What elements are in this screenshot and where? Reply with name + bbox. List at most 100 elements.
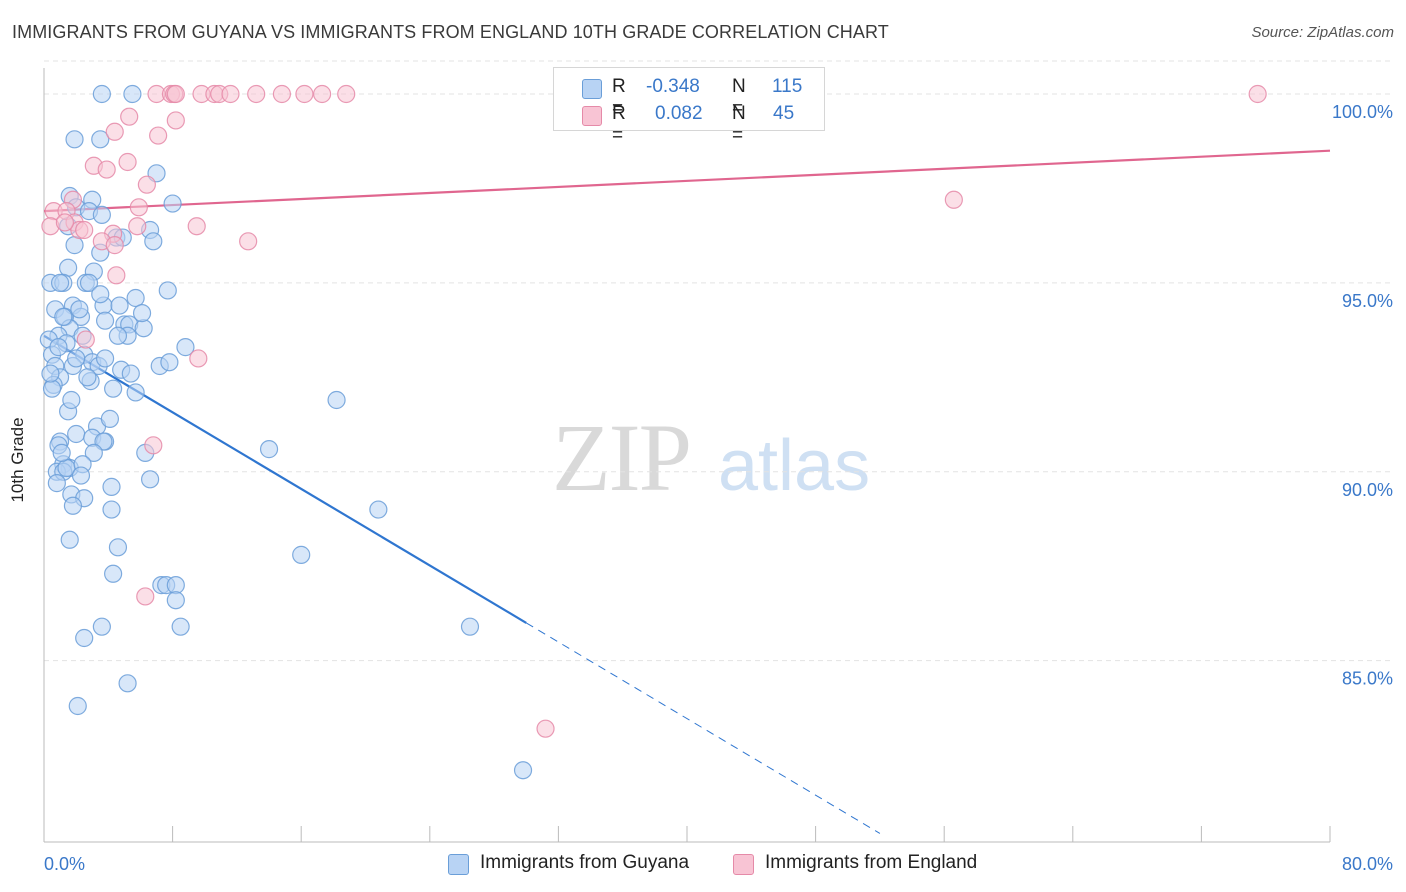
guyana-point: [91, 285, 110, 304]
guyana-point: [108, 326, 128, 345]
guyana-point: [71, 466, 91, 485]
guyana-point: [62, 390, 81, 410]
england-point: [107, 266, 126, 285]
england-point: [166, 111, 185, 130]
tick-labels: 85.0% 90.0% 95.0% 100.0% 0.0% 80.0%: [44, 102, 1393, 874]
england-point: [295, 84, 314, 104]
x-tick-label: 80.0%: [1342, 854, 1393, 874]
guyana-point: [369, 500, 388, 519]
guyana-point: [67, 424, 86, 444]
guyana-point: [78, 368, 97, 387]
guyana-legend-swatch: [448, 854, 469, 875]
guyana-point: [166, 591, 185, 610]
guyana-point: [54, 307, 73, 326]
guyana-point: [91, 130, 110, 149]
guyana-point: [70, 300, 89, 319]
england-legend-swatch: [733, 854, 754, 875]
watermark-atlas: atlas: [718, 426, 870, 506]
guyana-point: [126, 288, 145, 308]
guyana-point: [102, 500, 121, 519]
guyana-point: [110, 296, 129, 315]
england-point: [149, 126, 168, 145]
guyana-point: [92, 617, 111, 636]
guyana-point: [102, 477, 121, 496]
england-point: [221, 84, 240, 104]
data-points: [39, 84, 1267, 780]
guyana-point: [160, 353, 179, 372]
guyana-point: [52, 443, 71, 462]
guyana-point: [84, 443, 103, 462]
r-value: -0.348: [646, 76, 700, 97]
guyana-point: [163, 194, 182, 213]
trend-lines: [43, 149, 1331, 834]
guyana-point: [118, 674, 137, 693]
england-point: [105, 122, 124, 141]
guyana-point: [65, 130, 84, 149]
england-point: [128, 217, 147, 236]
england-point: [75, 220, 94, 240]
guyana-point: [47, 474, 66, 493]
england-point: [189, 349, 208, 368]
guyana-point: [176, 338, 195, 357]
legend-label: Immigrants from England: [765, 852, 978, 873]
england-point: [239, 232, 258, 251]
guyana-point: [65, 236, 84, 255]
watermark: ZIP atlas: [552, 404, 870, 511]
guyana-point: [67, 349, 86, 368]
england-point: [129, 198, 148, 217]
axes: [43, 68, 1331, 843]
r-label: R =: [612, 103, 626, 146]
n-value: 45: [773, 103, 795, 124]
guyana-point: [123, 84, 142, 104]
guyana-point: [104, 379, 123, 398]
r-label: R =: [612, 76, 626, 119]
guyana-swatch: [582, 79, 602, 99]
guyana-point: [42, 379, 62, 398]
england-point: [137, 175, 156, 194]
england-point: [118, 152, 137, 172]
x-tick-label: 0.0%: [44, 854, 85, 874]
england-point: [120, 107, 139, 126]
source-label: Source: ZipAtlas.com: [1251, 24, 1394, 41]
guyana-point: [79, 273, 99, 292]
y-tick-label: 90.0%: [1342, 480, 1393, 500]
england-point: [272, 84, 292, 104]
england-point: [1248, 84, 1267, 104]
n-value: 115: [772, 76, 803, 97]
legend-label: Immigrants from Guyana: [480, 852, 690, 873]
england-point: [97, 160, 116, 179]
y-tick-label: 85.0%: [1342, 669, 1393, 689]
guyana-point: [41, 364, 60, 383]
n-label: N =: [732, 76, 746, 119]
guyana-point: [134, 319, 153, 338]
y-tick-label: 95.0%: [1342, 291, 1393, 311]
guyana-point: [132, 304, 152, 323]
n-label: N =: [732, 103, 746, 146]
guyana-point: [460, 617, 480, 636]
watermark-zip: ZIP: [552, 404, 690, 511]
england-point: [247, 84, 266, 104]
guyana-point: [327, 390, 346, 410]
stats-legend-box: R = -0.348 N = 115 R = 0.082 N = 45: [553, 67, 825, 146]
england-point: [105, 236, 124, 255]
guyana-point: [292, 545, 311, 564]
guyana-point: [104, 564, 123, 583]
england-point: [312, 84, 332, 104]
england-point: [166, 84, 185, 104]
guyana-point: [63, 496, 83, 515]
guyana-point: [68, 696, 87, 716]
y-tick-label: 100.0%: [1332, 102, 1393, 122]
grid-lines: [44, 60, 1392, 662]
england-point: [144, 436, 163, 455]
guyana-point: [259, 440, 279, 459]
england-point: [76, 330, 95, 349]
guyana-point: [49, 338, 68, 357]
guyana-point: [59, 258, 78, 277]
r-value: 0.082: [655, 103, 703, 124]
guyana-trend-line: [43, 334, 527, 624]
guyana-point: [140, 470, 160, 489]
guyana-trend-extension: [525, 622, 881, 834]
england-point: [187, 217, 206, 236]
guyana-point: [158, 281, 177, 300]
